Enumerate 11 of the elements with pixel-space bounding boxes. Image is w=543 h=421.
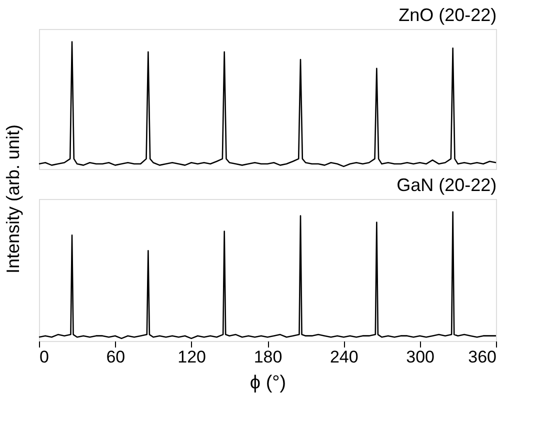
x-tick-label: 120	[178, 348, 206, 366]
x-tick-label: 0	[40, 348, 49, 366]
chart-title: ZnO (20-22)	[398, 5, 497, 25]
y-axis-title: Intensity (arb. unit)	[3, 124, 23, 274]
x-tick-label: 180	[254, 348, 282, 366]
x-axis-title: ϕ (°)	[250, 372, 286, 394]
chart-title: GaN (20-22)	[396, 175, 497, 195]
x-tick-label: 60	[106, 348, 126, 366]
x-tick-label: 240	[330, 348, 358, 366]
x-tick-label: 300	[406, 348, 435, 366]
x-tick-label: 360	[468, 348, 496, 366]
